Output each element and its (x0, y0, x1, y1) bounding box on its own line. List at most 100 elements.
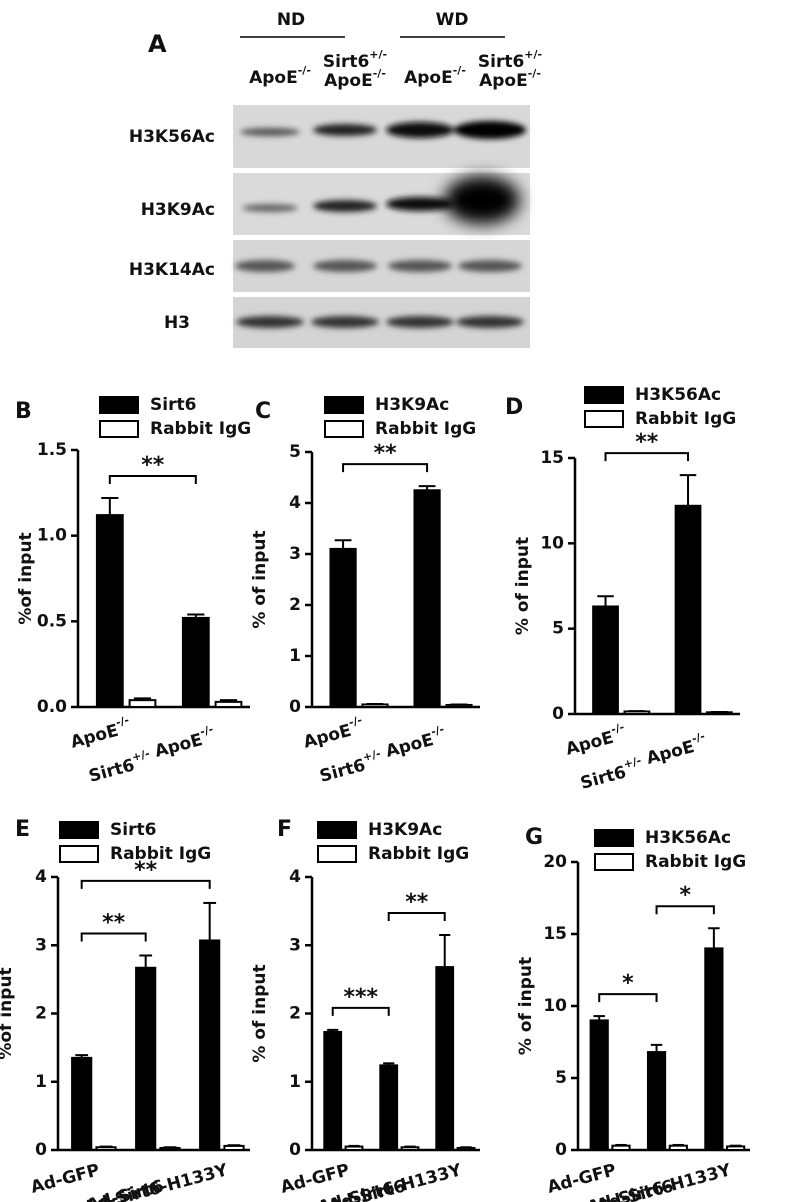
superscript: +/- (524, 48, 542, 61)
label-part: ApoE (324, 71, 373, 91)
significance-bracket (598, 993, 658, 1003)
panel-label: E (15, 817, 30, 842)
x-tick-label: ApoE-/- (300, 713, 366, 752)
label-part: ApoE (301, 721, 353, 753)
legend-swatch (59, 821, 99, 839)
significance-bracket (80, 932, 147, 942)
label-part: ApoE (404, 68, 453, 88)
y-tick-label: 20 (543, 852, 567, 872)
y-tick-label: 4 (289, 867, 301, 887)
chart: B Sirt6 Rabbit IgG %of input 0.0 0.5 1.0 1.5 Apo… (15, 395, 251, 787)
y-tick-label: 1.0 (37, 526, 67, 546)
bar (181, 616, 210, 709)
y-tick-label: 5 (289, 442, 301, 462)
panel-label: G (525, 825, 543, 850)
y-axis-label: % of input (250, 964, 270, 1062)
legend-label: Sirt6 (150, 395, 196, 415)
bar (674, 504, 702, 715)
legend-label: Rabbit IgG (368, 844, 469, 864)
panel-label: C (255, 399, 271, 424)
bar (445, 703, 473, 709)
band (386, 316, 454, 328)
bar (214, 700, 243, 708)
superscript: +/- (130, 747, 151, 764)
band (388, 260, 452, 272)
label-part: Sirt6 (87, 755, 137, 786)
y-tick-label: 0 (289, 1140, 301, 1160)
superscript: -/- (453, 64, 466, 77)
band (313, 260, 377, 272)
band (313, 124, 377, 136)
lane-labels: ApoE-/- Sirt6+/-ApoE-/- ApoE-/- Sirt6+/-Apo… (249, 48, 542, 91)
band (235, 260, 295, 272)
band (311, 316, 379, 328)
y-axis-label: % of input (250, 530, 270, 628)
y-tick-label: 1 (289, 1072, 301, 1092)
x-tick-label: Ad-Sirt6-H133Y (82, 1160, 231, 1202)
significance-label: ** (374, 441, 398, 466)
error-bar (139, 954, 153, 968)
y-tick-label: 4 (35, 867, 47, 887)
significance-bracket (331, 1006, 390, 1016)
group-label: ND (277, 10, 305, 30)
bar (379, 1064, 399, 1151)
superscript: +/- (622, 754, 643, 771)
lane-label: ApoE-/- (404, 64, 466, 88)
panel-label: B (15, 399, 32, 424)
y-axis-label: %of input (0, 967, 16, 1059)
band (456, 316, 524, 328)
superscript: +/- (369, 48, 387, 61)
band (242, 204, 298, 212)
bar (413, 489, 441, 708)
bar (95, 1146, 117, 1152)
bar (128, 699, 157, 709)
band (386, 122, 454, 138)
legend-swatch (99, 396, 139, 414)
band (444, 176, 520, 224)
y-tick-label: 1 (289, 646, 301, 666)
x-tick-label: Ad-GFP (29, 1160, 102, 1198)
label-part: Sirt6 (478, 52, 524, 72)
bar (704, 947, 724, 1152)
legend-label: H3K9Ac (368, 820, 442, 840)
legend-label: H3K56Ac (635, 385, 721, 405)
y-tick-label: 0.0 (37, 697, 67, 717)
bar (400, 1146, 420, 1152)
superscript: -/- (373, 67, 386, 80)
y-tick-label: 15 (543, 924, 567, 944)
y-axis-label: % of input (516, 957, 536, 1055)
bar (361, 703, 389, 709)
significance-label: * (622, 971, 634, 996)
row-label: H3 (164, 313, 190, 333)
superscript: -/- (610, 720, 626, 736)
y-tick-label: 5 (555, 1068, 567, 1088)
legend-label: Rabbit IgG (635, 409, 736, 429)
significance-bracket (604, 452, 690, 462)
error-bar (101, 496, 119, 516)
bar (592, 605, 619, 715)
y-tick-label: 2 (289, 1004, 301, 1024)
band (386, 197, 454, 211)
significance-bracket (342, 463, 429, 473)
bar (95, 514, 124, 709)
error-bar (334, 539, 352, 549)
superscript: -/- (298, 64, 311, 77)
significance-bracket (80, 879, 211, 889)
legend-label: H3K9Ac (375, 395, 449, 415)
legend-swatch (317, 821, 357, 839)
x-tick-label: ApoE-/- (563, 720, 629, 759)
error-bar (650, 1043, 663, 1053)
significance-label: ** (141, 453, 165, 478)
y-tick-label: 3 (289, 935, 301, 955)
superscript: -/- (690, 730, 706, 746)
bar (344, 1145, 364, 1152)
superscript: -/- (114, 713, 130, 729)
y-tick-label: 4 (289, 493, 301, 513)
band (313, 200, 377, 212)
band (454, 121, 526, 139)
superscript: +/- (361, 747, 382, 764)
significance-bracket (108, 474, 197, 484)
